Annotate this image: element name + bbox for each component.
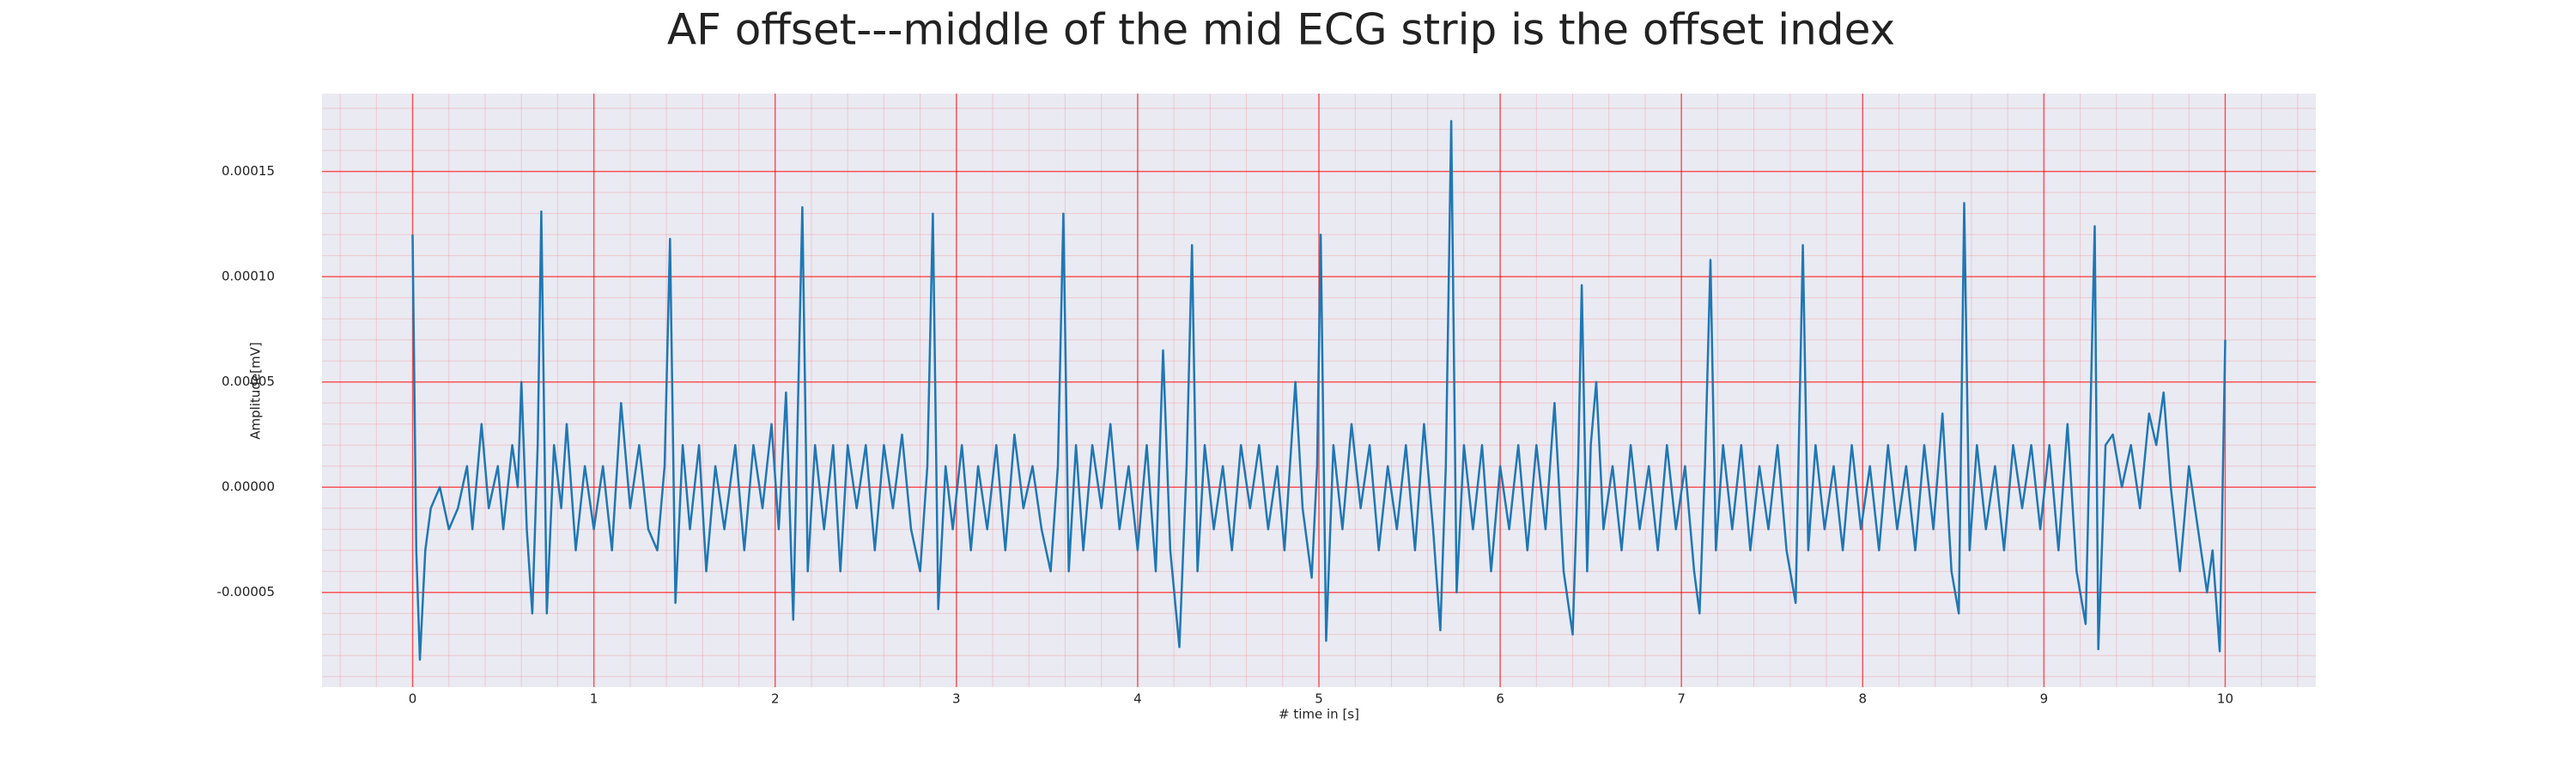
y-axis-label: Amplitude[mV] xyxy=(248,342,264,439)
ecg-line xyxy=(411,119,2227,661)
y-tick-label: -0.00005 xyxy=(217,584,275,600)
y-tick-label: 0.00015 xyxy=(222,163,275,179)
x-tick-label: 4 xyxy=(1133,691,1142,707)
chart-title: AF offset---middle of the mid ECG strip … xyxy=(667,5,1895,55)
x-tick-label: 1 xyxy=(590,691,598,707)
x-tick-label: 5 xyxy=(1315,691,1323,707)
x-tick-label: 2 xyxy=(771,691,780,707)
x-tick-label: 0 xyxy=(409,691,417,707)
x-tick-label: 9 xyxy=(2040,691,2049,707)
x-tick-label: 3 xyxy=(952,691,961,707)
x-axis-label: # time in [s] xyxy=(1279,707,1359,722)
y-tick-label: 0.00005 xyxy=(222,374,275,389)
y-tick-label: 0.00000 xyxy=(222,479,275,495)
x-tick-label: 8 xyxy=(1858,691,1867,707)
x-tick-label: 7 xyxy=(1677,691,1686,707)
x-tick-label: 10 xyxy=(2217,691,2233,707)
y-tick-label: 0.00010 xyxy=(222,269,275,284)
x-tick-label: 6 xyxy=(1496,691,1504,707)
